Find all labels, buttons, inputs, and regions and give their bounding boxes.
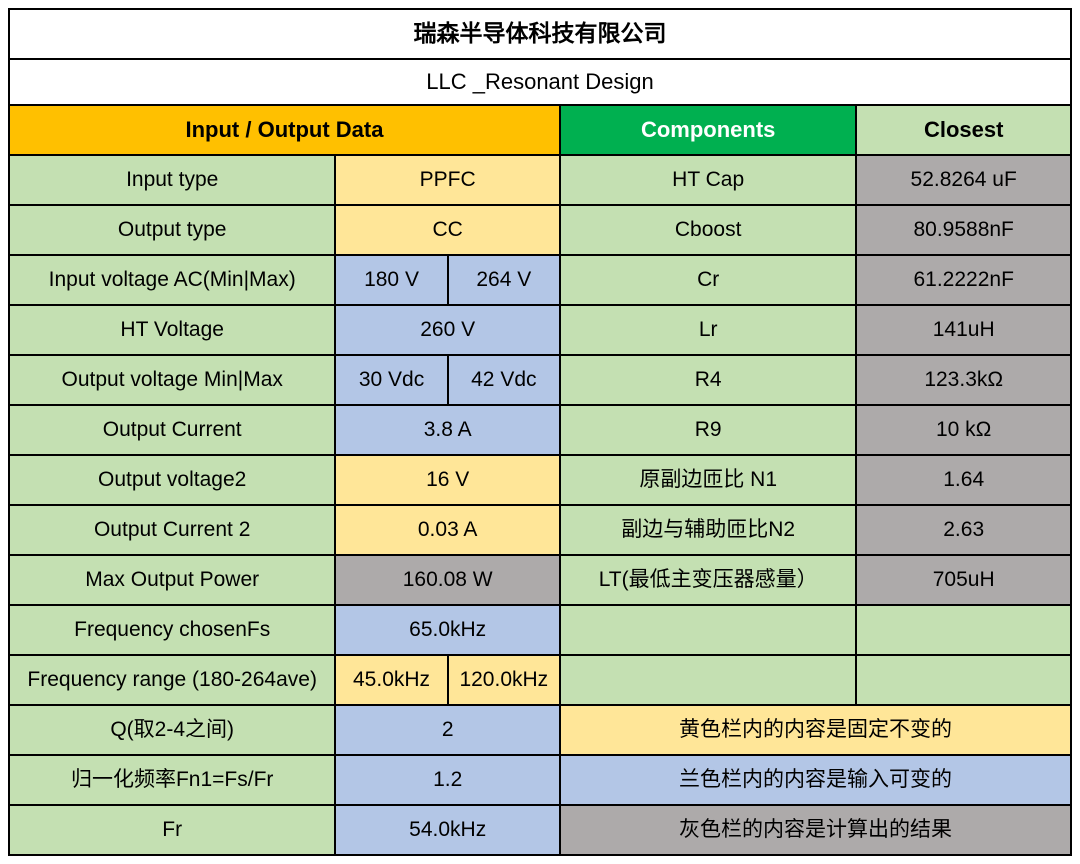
legend-note: 黄色栏内的内容是固定不变的	[561, 706, 1072, 756]
component-label	[561, 606, 857, 656]
legend-note: 灰色栏的内容是计算出的结果	[561, 806, 1072, 856]
component-label: R4	[561, 356, 857, 406]
closest-value: 10 kΩ	[857, 406, 1072, 456]
param-value: PPFC	[336, 156, 561, 206]
param-label: Output voltage Min|Max	[10, 356, 336, 406]
design-table: 瑞森半导体科技有限公司 LLC _Resonant Design Input /…	[8, 8, 1072, 856]
design-subtitle: LLC _Resonant Design	[10, 60, 1072, 106]
param-label: Output voltage2	[10, 456, 336, 506]
company-title: 瑞森半导体科技有限公司	[10, 10, 1072, 60]
closest-value: 1.64	[857, 456, 1072, 506]
param-value: 260 V	[336, 306, 561, 356]
legend-note: 兰色栏内的内容是输入可变的	[561, 756, 1072, 806]
closest-value: 123.3kΩ	[857, 356, 1072, 406]
param-value: 160.08 W	[336, 556, 561, 606]
param-value: 16 V	[336, 456, 561, 506]
component-label: R9	[561, 406, 857, 456]
param-label: HT Voltage	[10, 306, 336, 356]
param-value: 3.8 A	[336, 406, 561, 456]
param-value-max: 42 Vdc	[449, 356, 561, 406]
closest-value: 52.8264 uF	[857, 156, 1072, 206]
header-components: Components	[561, 106, 857, 156]
param-value-min: 180 V	[336, 256, 448, 306]
param-value: 2	[336, 706, 561, 756]
component-label: LT(最低主变压器感量）	[561, 556, 857, 606]
param-value: CC	[336, 206, 561, 256]
param-label: Input type	[10, 156, 336, 206]
param-value-min: 45.0kHz	[336, 656, 448, 706]
closest-value	[857, 656, 1072, 706]
param-label: Output type	[10, 206, 336, 256]
param-label: Output Current 2	[10, 506, 336, 556]
param-value: 1.2	[336, 756, 561, 806]
header-closest: Closest	[857, 106, 1072, 156]
closest-value: 2.63	[857, 506, 1072, 556]
param-label: Q(取2-4之间)	[10, 706, 336, 756]
param-label: Fr	[10, 806, 336, 856]
closest-value	[857, 606, 1072, 656]
param-value: 65.0kHz	[336, 606, 561, 656]
component-label: HT Cap	[561, 156, 857, 206]
component-label: 原副边匝比 N1	[561, 456, 857, 506]
closest-value: 141uH	[857, 306, 1072, 356]
component-label: Lr	[561, 306, 857, 356]
closest-value: 705uH	[857, 556, 1072, 606]
param-value-min: 30 Vdc	[336, 356, 448, 406]
param-value: 54.0kHz	[336, 806, 561, 856]
component-label: Cr	[561, 256, 857, 306]
component-label: 副边与辅助匝比N2	[561, 506, 857, 556]
param-label: Frequency range (180-264ave)	[10, 656, 336, 706]
param-label: Max Output Power	[10, 556, 336, 606]
param-label: 归一化频率Fn1=Fs/Fr	[10, 756, 336, 806]
header-io: Input / Output Data	[10, 106, 561, 156]
closest-value: 61.2222nF	[857, 256, 1072, 306]
param-label: Output Current	[10, 406, 336, 456]
param-value: 0.03 A	[336, 506, 561, 556]
param-label: Input voltage AC(Min|Max)	[10, 256, 336, 306]
component-label	[561, 656, 857, 706]
closest-value: 80.9588nF	[857, 206, 1072, 256]
param-value-max: 264 V	[449, 256, 561, 306]
param-value-max: 120.0kHz	[449, 656, 561, 706]
component-label: Cboost	[561, 206, 857, 256]
param-label: Frequency chosenFs	[10, 606, 336, 656]
